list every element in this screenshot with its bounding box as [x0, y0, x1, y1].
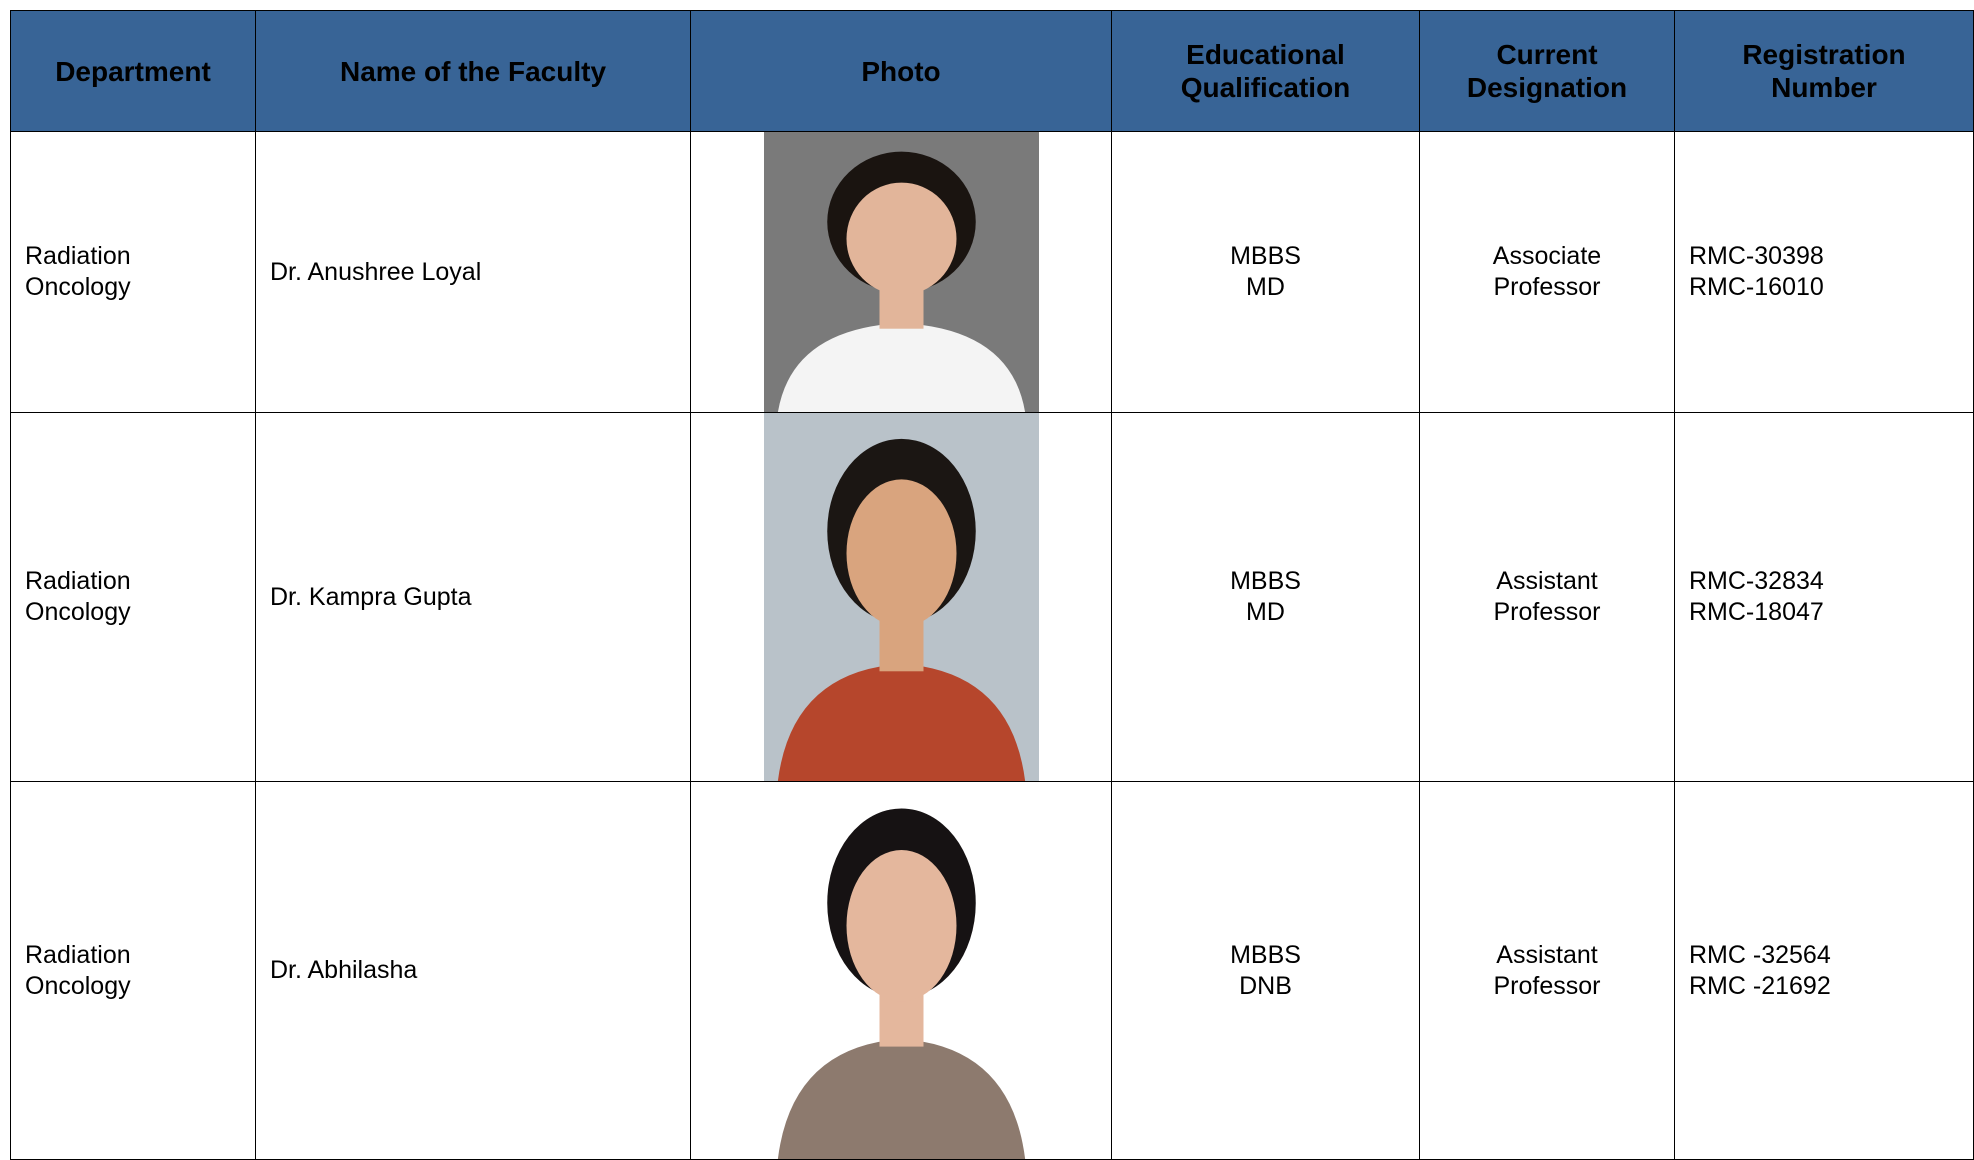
text-line: RMC-16010	[1689, 273, 1824, 301]
cell-text: Assistant Professor	[1494, 566, 1601, 628]
text-line: MBBS	[1230, 567, 1301, 595]
text-line: MD	[1246, 273, 1285, 301]
text-line: Professor	[1493, 971, 1601, 1000]
faculty-name: Dr. Abhilasha	[270, 956, 418, 984]
cell-text: Radiation Oncology	[25, 241, 131, 303]
cell-text: Radiation Oncology	[25, 940, 131, 1002]
registration-cell: RMC-32834 RMC-18047	[1675, 413, 1974, 782]
header-text: Photo	[861, 55, 941, 87]
text-line: Radiation	[25, 567, 131, 595]
text-line: Oncology	[25, 598, 131, 626]
header-cell: Department	[10, 10, 256, 132]
qualification-cell: MBBS MD	[1112, 132, 1420, 413]
text-line: MBBS	[1230, 242, 1301, 270]
header-text: Department	[55, 55, 211, 87]
text-line: RMC-18047	[1689, 598, 1824, 626]
photo-cell	[691, 782, 1112, 1160]
faculty-name: Dr. Anushree Loyal	[270, 257, 482, 286]
text-line: RMC-32834	[1689, 567, 1824, 595]
qualification-cell: MBBS DNB	[1112, 782, 1420, 1160]
faculty-name: Dr. Kampra Gupta	[270, 582, 472, 611]
name-cell: Dr. Anushree Loyal	[256, 132, 691, 413]
cell-text: Assistant Professor	[1494, 940, 1601, 1002]
header-cell: Name of the Faculty	[256, 10, 691, 132]
cell-text: RMC -32564 RMC -21692	[1689, 940, 1831, 1002]
designation-cell: Assistant Professor	[1420, 782, 1675, 1160]
cell-text: MBBS MD	[1230, 241, 1301, 303]
name-cell: Dr. Abhilasha	[256, 782, 691, 1160]
department-cell: Radiation Oncology	[10, 413, 256, 782]
name-cell: Dr. Kampra Gupta	[256, 413, 691, 782]
cell-text: MBBS MD	[1230, 566, 1301, 628]
designation-cell: Assistant Professor	[1420, 413, 1675, 782]
text-line: Assistant	[1496, 567, 1598, 595]
faculty-photo	[764, 782, 1039, 1159]
text-line: Oncology	[25, 273, 131, 301]
registration-cell: RMC -32564 RMC -21692	[1675, 782, 1974, 1160]
header-cell: Current Designation	[1420, 10, 1675, 132]
cell-text: MBBS DNB	[1230, 940, 1301, 1002]
header-cell: Educational Qualification	[1112, 10, 1420, 132]
cell-text: RMC-30398 RMC-16010	[1689, 241, 1824, 303]
header-text: Educational Qualification	[1180, 39, 1351, 103]
department-cell: Radiation Oncology	[10, 782, 256, 1160]
text-line: Radiation	[25, 940, 131, 969]
text-line: RMC -21692	[1689, 971, 1831, 1000]
text-line: Assistant	[1496, 940, 1598, 969]
cell-text: Radiation Oncology	[25, 566, 131, 628]
text-line: RMC-30398	[1689, 242, 1824, 270]
header-cell: Registration Number	[1675, 10, 1974, 132]
qualification-cell: MBBS MD	[1112, 413, 1420, 782]
text-line: Professor	[1493, 273, 1601, 301]
text-line: Associate	[1492, 242, 1602, 270]
photo-cell	[691, 413, 1112, 782]
header-text: Name of the Faculty	[339, 55, 607, 87]
designation-cell: Associate Professor	[1420, 132, 1675, 413]
header-text: Current Designation	[1466, 39, 1628, 103]
header-cell: Photo	[691, 10, 1112, 132]
department-cell: Radiation Oncology	[10, 132, 256, 413]
text-line: RMC -32564	[1689, 940, 1831, 969]
text-line: MD	[1246, 598, 1285, 626]
cell-text: RMC-32834 RMC-18047	[1689, 566, 1824, 628]
registration-cell: RMC-30398 RMC-16010	[1675, 132, 1974, 413]
faculty-photo	[764, 413, 1039, 781]
cell-text: Associate Professor	[1493, 241, 1601, 303]
text-line: Professor	[1493, 598, 1601, 626]
header-text: Registration Number	[1742, 39, 1906, 103]
text-line: Oncology	[25, 971, 131, 1000]
faculty-photo	[764, 132, 1039, 412]
text-line: MBBS	[1230, 940, 1301, 969]
photo-cell	[691, 132, 1112, 413]
text-line: Radiation	[25, 242, 131, 270]
text-line: DNB	[1239, 971, 1292, 1000]
